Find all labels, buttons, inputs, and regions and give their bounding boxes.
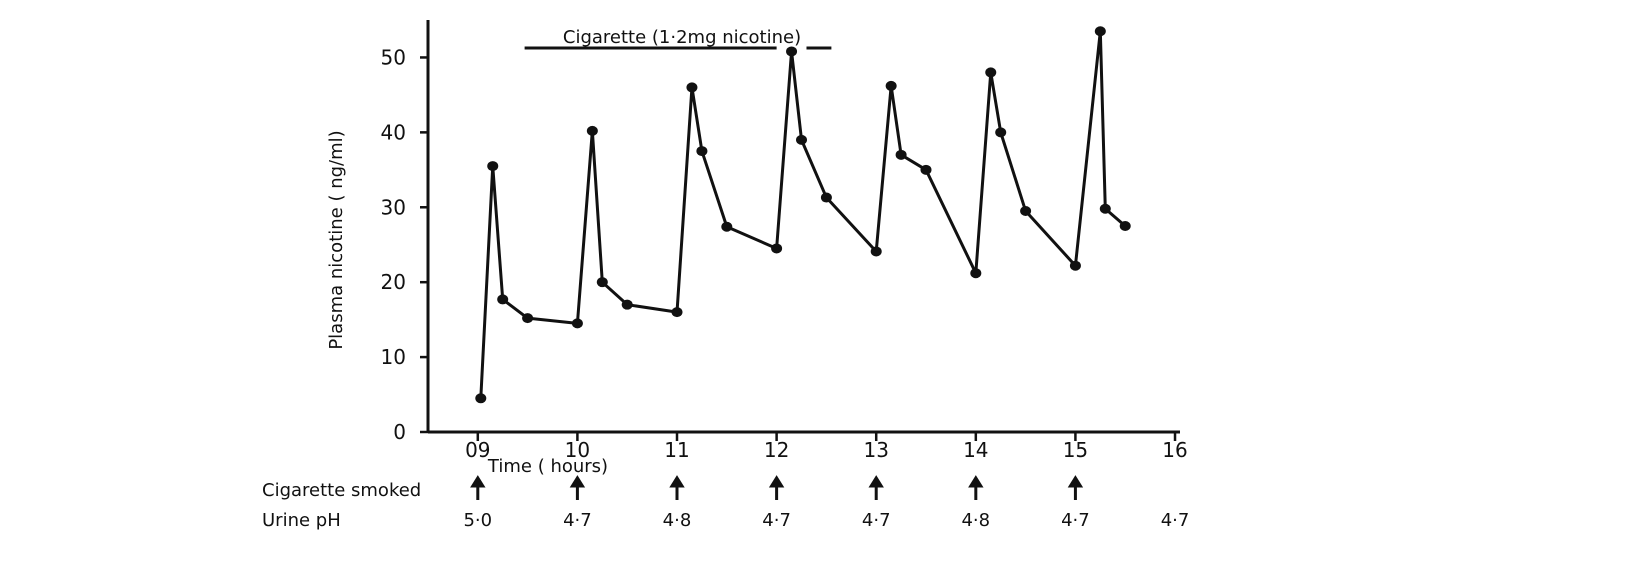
data-point xyxy=(671,307,683,318)
urine-ph-value: 5·0 xyxy=(463,510,492,531)
data-point xyxy=(475,393,487,404)
data-point xyxy=(487,161,499,172)
data-point xyxy=(586,125,598,136)
data-point xyxy=(1020,206,1032,217)
x-tick-label: 13 xyxy=(863,438,888,462)
data-point xyxy=(621,299,633,310)
axes xyxy=(426,20,1180,434)
y-tick-label: 40 xyxy=(381,120,406,144)
data-point xyxy=(786,46,798,57)
urine-ph-value: 4·7 xyxy=(563,510,592,531)
urine-ph-value: 4·7 xyxy=(862,510,891,531)
urine-ph-value: 4·8 xyxy=(961,510,990,531)
data-point xyxy=(985,67,997,78)
cigarette-smoked-row: Cigarette smoked xyxy=(262,475,1084,501)
data-point xyxy=(1119,221,1131,231)
y-axis-title: Plasma nicotine ( ng/ml) xyxy=(326,130,347,349)
y-tick-label: 20 xyxy=(381,270,406,294)
data-point xyxy=(796,134,808,145)
data-point xyxy=(721,221,733,232)
x-axis-title: Time ( hours) xyxy=(487,456,608,477)
x-tick-label: 10 xyxy=(565,438,590,462)
data-point xyxy=(970,268,982,279)
data-point xyxy=(497,294,509,305)
data-point xyxy=(885,80,897,91)
data-point xyxy=(596,277,608,288)
y-tick-label: 50 xyxy=(381,45,406,69)
data-point xyxy=(686,82,698,93)
series-line xyxy=(479,29,1127,399)
x-tick-label: 09 xyxy=(465,438,490,462)
data-point xyxy=(522,313,534,324)
series-group xyxy=(475,26,1131,404)
smoked-arrow-head xyxy=(968,475,984,488)
data-point xyxy=(1099,203,1111,214)
x-tick-label: 11 xyxy=(664,438,689,462)
y-tick-label: 30 xyxy=(381,195,406,219)
smoked-arrow-head xyxy=(1067,475,1084,488)
y-tick-label: 0 xyxy=(393,420,406,444)
data-point xyxy=(571,318,583,329)
urine-ph-row: Urine pH 5·0 4·7 4·8 4·7 4·7 4·8 4·7 4·7 xyxy=(262,510,1189,531)
cigarette-smoked-label: Cigarette smoked xyxy=(262,480,421,501)
smoked-arrow-head xyxy=(470,475,486,488)
smoked-arrow-head xyxy=(669,475,685,488)
x-tick-label: 12 xyxy=(764,438,789,462)
x-tick-label: 16 xyxy=(1162,438,1187,462)
data-point xyxy=(920,164,932,175)
urine-ph-value: 4·8 xyxy=(663,510,692,531)
x-tick-label: 15 xyxy=(1063,438,1088,462)
urine-ph-value: 4·7 xyxy=(762,510,791,531)
data-point xyxy=(870,246,882,257)
data-point xyxy=(820,192,832,203)
smoked-arrow-head xyxy=(768,475,785,488)
data-point xyxy=(771,243,783,254)
x-ticks: 09 10 11 12 13 14 15 16 xyxy=(465,432,1188,462)
urine-ph-label: Urine pH xyxy=(262,510,341,531)
cigarette-annotation: Cigarette (1·2mg nicotine) xyxy=(524,27,832,50)
y-tick-label: 10 xyxy=(381,345,406,369)
data-point xyxy=(696,146,708,157)
smoked-arrow-head xyxy=(569,475,586,488)
data-point xyxy=(895,149,907,160)
smoked-arrow-head xyxy=(868,475,884,488)
urine-ph-value: 4·7 xyxy=(1061,510,1090,531)
annotation-text: Cigarette (1·2mg nicotine) xyxy=(563,27,801,48)
y-ticks: 0 10 20 30 40 50 xyxy=(381,45,428,444)
urine-ph-value: 4·7 xyxy=(1161,510,1190,531)
data-point xyxy=(1094,26,1106,37)
data-point xyxy=(1069,260,1081,271)
data-point xyxy=(995,127,1007,138)
x-tick-label: 14 xyxy=(963,438,988,462)
